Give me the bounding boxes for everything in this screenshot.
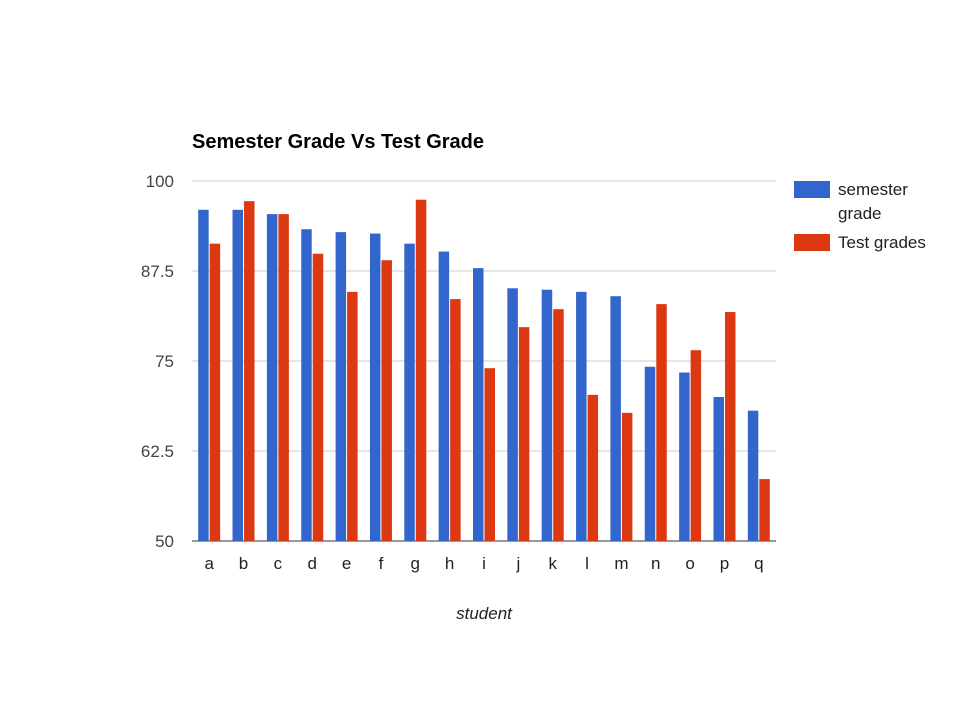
bars — [198, 199, 770, 542]
bar-semester-k — [541, 289, 553, 541]
y-tick-label: 100 — [146, 172, 174, 191]
bar-test-m — [621, 412, 633, 541]
x-tick-label: c — [274, 554, 283, 573]
legend: semester grade Test grades — [794, 180, 926, 252]
x-tick-label: q — [754, 554, 763, 573]
legend-label: Test grades — [838, 233, 926, 252]
x-tick-label: p — [720, 554, 729, 573]
legend-label: grade — [838, 204, 881, 223]
y-tick-label: 87.5 — [141, 262, 174, 281]
bar-semester-e — [335, 232, 347, 541]
y-tick-label: 50 — [155, 532, 174, 551]
bar-semester-o — [679, 372, 690, 541]
bar-semester-h — [438, 251, 450, 541]
bar-semester-b — [232, 209, 244, 542]
bar-test-d — [312, 253, 324, 541]
y-axis-ticks: 50 62.5 75 87.5 100 — [141, 172, 174, 551]
x-tick-label: k — [548, 554, 557, 573]
x-tick-label: d — [308, 554, 317, 573]
x-tick-label: h — [445, 554, 454, 573]
bar-test-j — [518, 327, 530, 541]
x-axis-title: student — [456, 604, 513, 623]
bar-test-o — [690, 350, 702, 541]
bar-test-n — [656, 304, 667, 541]
x-tick-label: b — [239, 554, 248, 573]
bar-test-e — [347, 291, 358, 541]
bar-test-a — [209, 243, 221, 541]
gridlines — [192, 180, 776, 542]
x-tick-label: i — [482, 554, 486, 573]
bar-semester-i — [473, 268, 484, 541]
bar-test-q — [759, 479, 770, 541]
bar-semester-f — [369, 233, 381, 541]
bar-semester-n — [644, 366, 656, 541]
bar-test-g — [415, 199, 427, 541]
x-tick-label: a — [204, 554, 214, 573]
bar-semester-m — [610, 296, 621, 541]
bar-semester-l — [576, 291, 587, 541]
bar-semester-q — [747, 410, 759, 541]
x-tick-label: g — [411, 554, 420, 573]
bar-semester-c — [266, 214, 278, 541]
bar-test-i — [484, 368, 495, 541]
x-tick-label: n — [651, 554, 660, 573]
bar-semester-g — [404, 243, 415, 541]
bar-test-f — [381, 260, 392, 541]
x-tick-label: o — [685, 554, 694, 573]
bar-semester-a — [198, 209, 209, 542]
legend-swatch — [794, 234, 830, 251]
x-tick-label: e — [342, 554, 351, 573]
x-tick-label: m — [614, 554, 628, 573]
x-tick-label: l — [585, 554, 589, 573]
bar-test-h — [450, 299, 461, 541]
chart-title: Semester Grade Vs Test Grade — [192, 131, 484, 153]
legend-label: semester — [838, 180, 908, 199]
x-tick-label: j — [515, 554, 520, 573]
bar-test-c — [278, 214, 289, 541]
x-axis-ticks: a b c d e f g h i j k l m n o p q — [204, 554, 763, 573]
x-tick-label: f — [379, 554, 384, 573]
bar-semester-j — [507, 288, 518, 541]
bar-semester-p — [713, 397, 724, 541]
bar-test-p — [724, 312, 736, 541]
bar-test-k — [553, 309, 564, 541]
y-tick-label: 75 — [155, 352, 174, 371]
bar-semester-d — [301, 229, 312, 542]
legend-swatch — [794, 181, 830, 198]
bar-test-b — [244, 201, 255, 541]
y-tick-label: 62.5 — [141, 442, 174, 461]
bar-test-l — [587, 394, 599, 541]
